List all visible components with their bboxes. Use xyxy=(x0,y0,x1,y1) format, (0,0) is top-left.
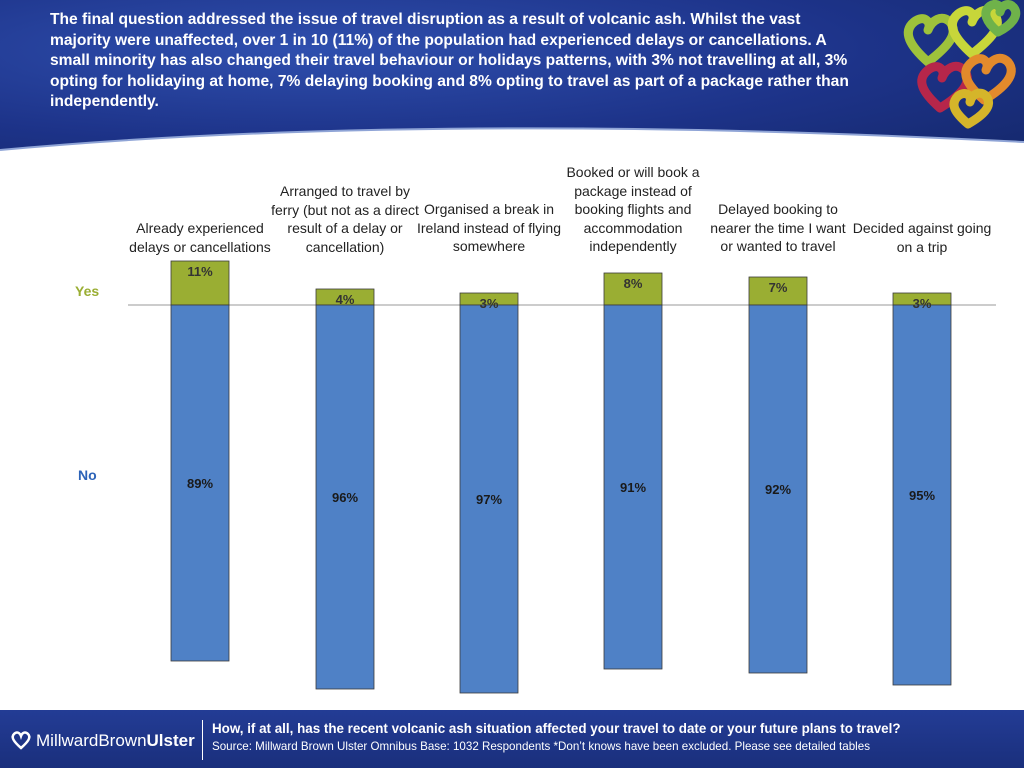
bar-no xyxy=(603,304,663,670)
legend-yes-label: Yes xyxy=(75,283,100,299)
bar-no xyxy=(748,304,808,674)
footer-divider xyxy=(202,720,203,760)
data-label-yes: 3% xyxy=(913,296,932,311)
survey-question: How, if at all, has the recent volcanic … xyxy=(212,721,901,736)
bar-no xyxy=(170,304,230,662)
data-label-yes: 3% xyxy=(480,296,499,311)
brand-ulster: Ulster xyxy=(146,731,195,750)
bar-no xyxy=(315,304,375,690)
brand-millward: Millward xyxy=(36,731,99,750)
intro-text: The final question addressed the issue o… xyxy=(50,11,849,111)
category-label: Booked or will book a package instead of… xyxy=(566,164,700,255)
data-label-no: 96% xyxy=(332,490,358,505)
footer-bar: MillwardBrownUlster How, if at all, has … xyxy=(0,710,1024,768)
bar-no xyxy=(892,304,952,686)
data-label-yes: 7% xyxy=(769,280,788,295)
header-wave xyxy=(0,127,1024,165)
data-label-yes: 11% xyxy=(187,264,213,279)
bar-no xyxy=(459,304,519,694)
category-label: Arranged to travel by ferry (but not as … xyxy=(271,183,419,255)
heart-logo-icon xyxy=(903,0,1021,129)
brand-heart-icon xyxy=(11,731,31,750)
bar-yes xyxy=(748,276,808,306)
legend-no-label: No xyxy=(78,467,97,483)
data-label-no: 89% xyxy=(187,476,213,491)
data-label-no: 97% xyxy=(476,492,502,507)
data-label-no: 92% xyxy=(765,482,791,497)
data-label-yes: 8% xyxy=(624,276,643,291)
category-label: Already experienced delays or cancellati… xyxy=(129,220,271,255)
category-label: Delayed booking to nearer the time I wan… xyxy=(710,201,846,255)
source-note: Source: Millward Brown Ulster Omnibus Ba… xyxy=(212,740,870,753)
category-label: Organised a break in Ireland instead of … xyxy=(417,201,561,255)
brand-logo: MillwardBrownUlster xyxy=(10,730,195,751)
bar-yes xyxy=(170,260,230,306)
data-label-no: 95% xyxy=(909,488,935,503)
bar-yes xyxy=(603,272,663,306)
data-label-yes: 4% xyxy=(336,292,355,307)
brand-brown: Brown xyxy=(98,731,147,750)
category-label: Decided against going on a trip xyxy=(852,220,992,255)
header-banner: The final question addressed the issue o… xyxy=(0,0,1024,165)
data-label-no: 91% xyxy=(620,480,646,495)
stacked-bar-chart: 11% 89% 4% 96% 3% 97% 8% 91% 7% 92% 3% 95% xyxy=(128,260,996,694)
